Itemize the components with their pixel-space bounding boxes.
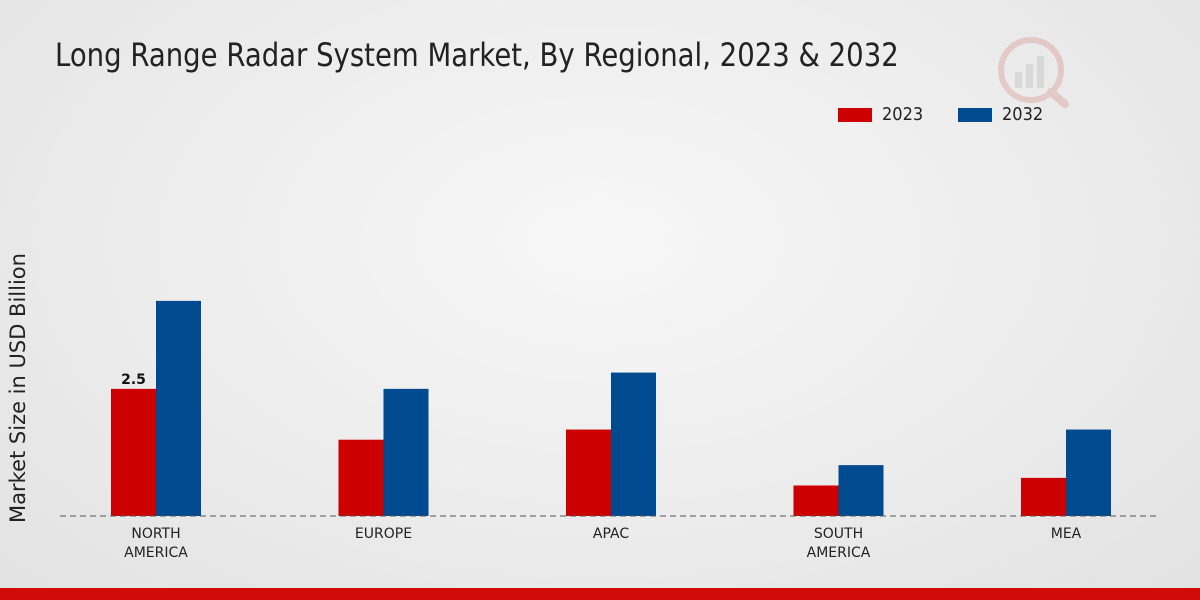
x-tick-label-europe: EUROPE — [355, 526, 412, 542]
x-tick-label-apac: APAC — [593, 526, 629, 542]
bottom-accent-bar — [0, 588, 1200, 600]
legend-label-2023: 2023 — [882, 104, 924, 125]
x-tick-label-north-america: NORTH AMERICA — [124, 526, 188, 561]
bar-2023-europe — [338, 439, 384, 516]
chart-title: Long Range Radar System Market, By Regio… — [55, 36, 899, 74]
bar-2023-mea — [1021, 477, 1066, 516]
watermark-logo-icon — [998, 37, 1069, 108]
bar-2032-north-america — [156, 300, 201, 516]
bar-2032-south-america — [838, 465, 884, 516]
bar-2023-south-america — [793, 485, 839, 516]
legend-swatch-2023 — [838, 107, 872, 122]
bar-2032-mea — [1066, 429, 1111, 516]
legend-swatch-2032 — [958, 107, 992, 122]
bar-2032-apac — [611, 372, 656, 516]
bar-2032-europe — [383, 388, 429, 516]
legend-item-2023: 2023 — [838, 104, 928, 125]
bar-2023-north-america — [111, 388, 156, 516]
x-tick-label-mea: MEA — [1051, 526, 1082, 542]
legend-label-2032: 2032 — [1002, 104, 1044, 125]
x-tick-label-south-america: SOUTH AMERICA — [807, 526, 871, 561]
data-label-2023-0: 2.5 — [121, 372, 146, 388]
legend-item-2032: 2032 — [958, 104, 1048, 125]
bar-2023-apac — [566, 429, 611, 516]
